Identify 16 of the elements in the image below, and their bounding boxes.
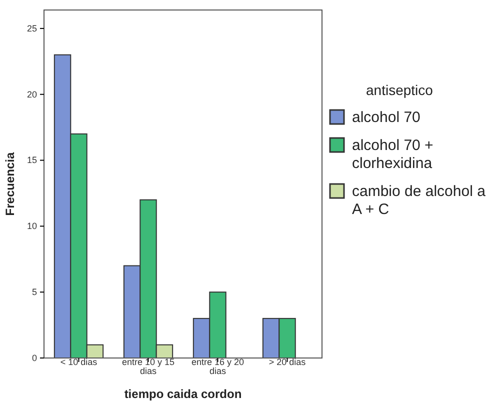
y-tick-label: 15 [26, 155, 37, 166]
x-axis-title: tiempo caida cordon [124, 387, 242, 401]
y-tick-label: 20 [26, 89, 37, 100]
legend-label: alcohol 70 [352, 109, 420, 126]
legend-label: alcohol 70 + clorhexidina [352, 137, 434, 172]
x-tick-label: > 20 dias [268, 357, 306, 367]
y-tick-label: 25 [26, 23, 37, 34]
x-tick-label: < 10 dias [60, 357, 98, 367]
x-tick-label: entre 16 y 20 dias [191, 357, 244, 376]
legend-label: cambio de alcohol a A + C [352, 183, 486, 218]
legend-title: antiseptico [366, 82, 434, 98]
x-tick-label: entre 10 y 15 dias [122, 357, 175, 376]
y-tick-label: 10 [26, 221, 37, 232]
y-axis-title: Frecuencia [3, 152, 17, 216]
y-tick-label: 0 [32, 352, 37, 363]
y-tick-label: 5 [32, 286, 37, 297]
